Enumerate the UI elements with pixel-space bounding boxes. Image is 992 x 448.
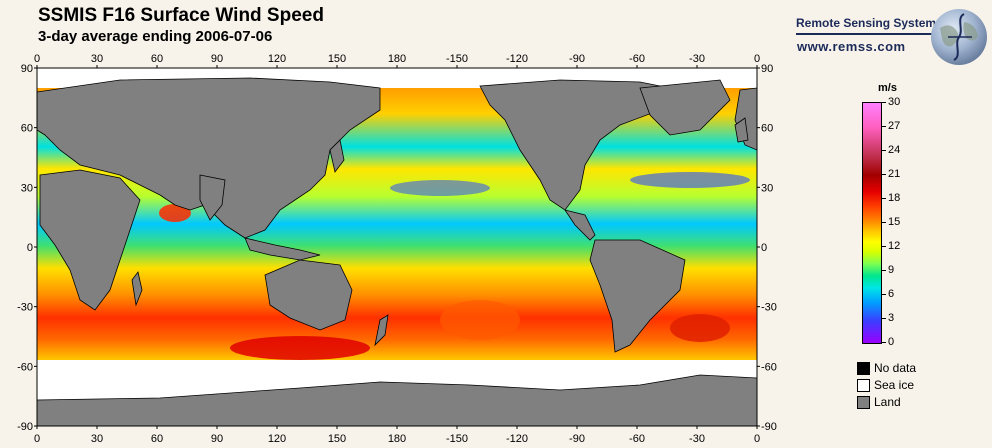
map-title: SSMIS F16 Surface Wind Speed <box>38 5 324 26</box>
legend-label-no-data: No data <box>874 361 917 375</box>
lat-label-left: -90 <box>17 421 33 433</box>
brand-name: Remote Sensing Systems <box>796 16 943 30</box>
colorbar-tick-label: 18 <box>888 192 901 204</box>
south-pacific-high-wind <box>440 300 520 340</box>
lon-label-bottom: 0 <box>34 433 40 445</box>
lon-label-top: 30 <box>91 53 103 65</box>
lon-label-top: -90 <box>569 53 585 65</box>
lon-label-bottom: 150 <box>328 433 346 445</box>
colorbar-tick <box>882 198 886 199</box>
colorbar-tick <box>882 342 886 343</box>
colorbar-tick-label: 30 <box>888 96 901 108</box>
colorbar-tick <box>882 150 886 151</box>
lat-label-left: 0 <box>27 242 33 254</box>
colorbar-unit: m/s <box>878 82 897 94</box>
lon-label-bottom: 120 <box>268 433 286 445</box>
lat-label-right: 0 <box>761 242 767 254</box>
land-masses <box>37 77 757 426</box>
colorbar <box>862 102 882 344</box>
lon-label-bottom: -120 <box>506 433 528 445</box>
lon-label-bottom: 30 <box>91 433 103 445</box>
colorbar-tick-label: 15 <box>888 216 901 228</box>
legend-swatch-no-data <box>857 362 870 375</box>
lon-label-top: -150 <box>446 53 468 65</box>
colorbar-tick <box>882 126 886 127</box>
lat-label-left: -30 <box>17 302 33 314</box>
southern-ocean-high-wind <box>230 336 370 360</box>
colorbar-tick-label: 21 <box>888 168 901 180</box>
lat-label-right: 30 <box>761 182 773 194</box>
legend-label-land: Land <box>874 395 901 409</box>
lon-label-top: 150 <box>328 53 346 65</box>
map-subtitle: 3-day average ending 2006-07-06 <box>38 28 273 45</box>
lat-label-left: 60 <box>21 123 33 135</box>
colorbar-tick <box>882 294 886 295</box>
colorbar-tick <box>882 102 886 103</box>
north-pacific-low-wind <box>390 180 490 196</box>
north-atlantic-low-wind <box>630 172 750 188</box>
lon-label-bottom: -30 <box>689 433 705 445</box>
colorbar-tick <box>882 270 886 271</box>
lon-label-top: 60 <box>151 53 163 65</box>
colorbar-tick <box>882 246 886 247</box>
lat-labels-left: 90 60 30 0 -30 -60 -90 <box>17 63 37 433</box>
lon-label-top: 120 <box>268 53 286 65</box>
lon-label-bottom: -90 <box>569 433 585 445</box>
colorbar-tick <box>882 318 886 319</box>
lon-label-top: -60 <box>629 53 645 65</box>
colorbar-tick-label: 0 <box>888 336 895 348</box>
brand-url: www.remss.com <box>797 39 906 54</box>
south-atlantic-high-wind <box>670 314 730 342</box>
lat-label-right: -90 <box>761 421 777 433</box>
lon-labels-top: 0 30 60 90 120 150 180 -150 -120 -90 -60 -30 0 <box>34 53 760 68</box>
lon-label-bottom: 90 <box>211 433 223 445</box>
lon-label-top: 0 <box>34 53 40 65</box>
lat-labels-right: 90 60 30 0 -30 -60 -90 <box>757 63 777 433</box>
lon-label-bottom: -150 <box>446 433 468 445</box>
lon-label-top: 180 <box>388 53 406 65</box>
brand-underline <box>796 33 946 35</box>
lon-label-top: -30 <box>689 53 705 65</box>
colorbar-tick-label: 27 <box>888 120 901 132</box>
colorbar-tick <box>882 222 886 223</box>
lon-label-bottom: 60 <box>151 433 163 445</box>
colorbar-tick-label: 9 <box>888 264 895 276</box>
lat-label-left: -60 <box>17 361 33 373</box>
legend-swatch-land <box>857 396 870 409</box>
colorbar-tick-label: 24 <box>888 144 901 156</box>
lon-label-top: -120 <box>506 53 528 65</box>
lat-label-right: -60 <box>761 361 777 373</box>
colorbar-tick <box>882 174 886 175</box>
lat-label-right: 60 <box>761 123 773 135</box>
globe-logo-icon <box>931 9 987 65</box>
colorbar-tick-label: 3 <box>888 312 895 324</box>
colorbar-tick-label: 6 <box>888 288 895 300</box>
colorbar-tick-label: 12 <box>888 240 901 252</box>
legend-label-sea-ice: Sea ice <box>874 378 915 392</box>
lat-label-right: 90 <box>761 63 773 75</box>
lon-labels-bottom: 0 30 60 90 120 150 180 -150 -120 -90 -60 -30 0 <box>34 426 760 445</box>
lon-label-top: 90 <box>211 53 223 65</box>
arabian-sea-high-wind <box>159 204 191 222</box>
lat-label-left: 90 <box>21 63 33 75</box>
lat-label-right: -30 <box>761 302 777 314</box>
lon-label-top: 0 <box>754 53 760 65</box>
lon-label-bottom: -60 <box>629 433 645 445</box>
lat-label-left: 30 <box>21 182 33 194</box>
lon-label-bottom: 180 <box>388 433 406 445</box>
lon-label-bottom: 0 <box>754 433 760 445</box>
legend-swatch-sea-ice <box>857 379 870 392</box>
